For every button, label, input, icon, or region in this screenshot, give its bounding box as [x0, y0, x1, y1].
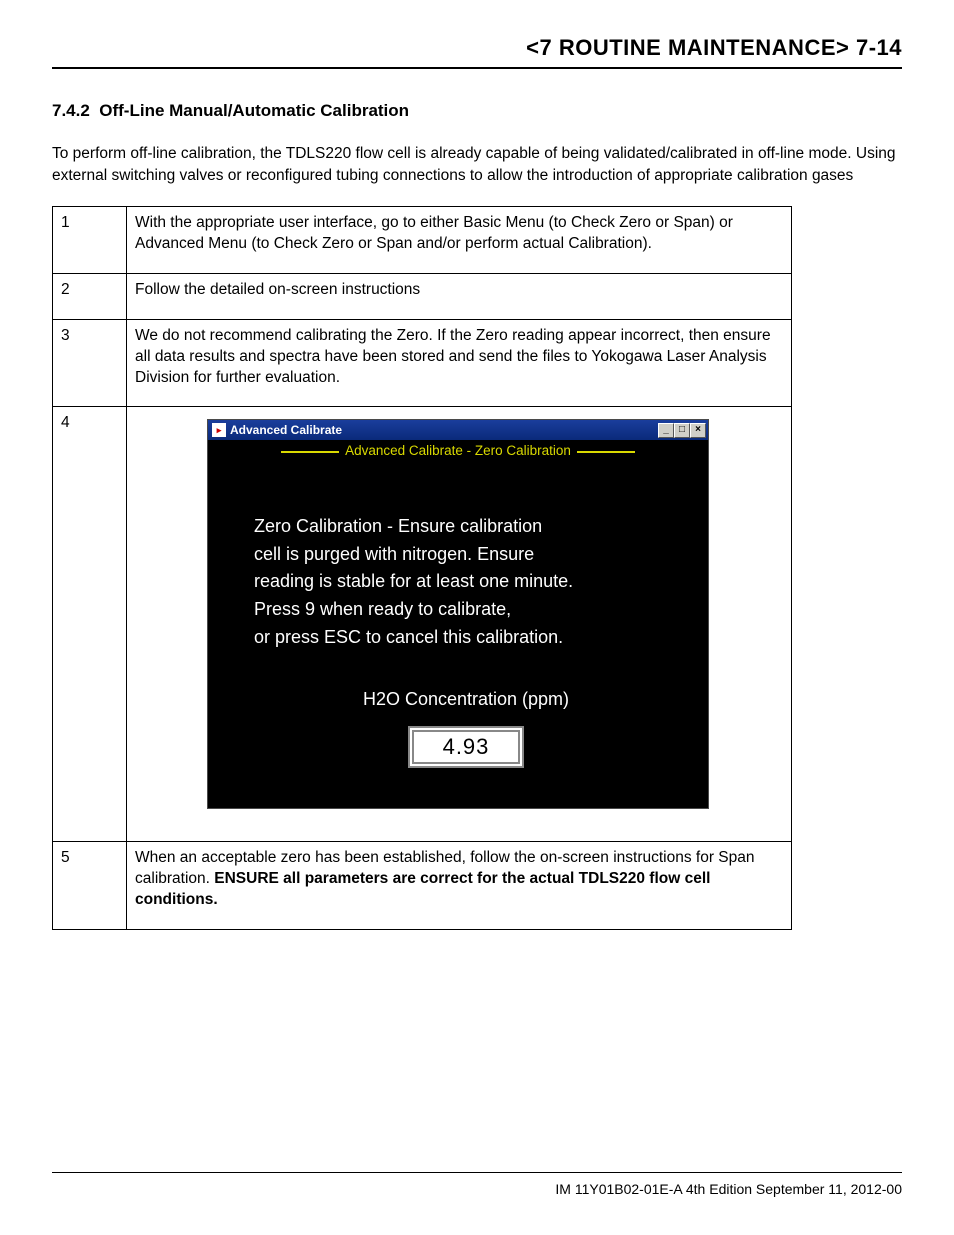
- table-row: 3 We do not recommend calibrating the Ze…: [53, 319, 792, 407]
- table-row: 5 When an acceptable zero has been estab…: [53, 842, 792, 930]
- step5-bold: ENSURE all parameters are correct for th…: [135, 870, 710, 908]
- body-line: Zero Calibration - Ensure calibration: [254, 513, 678, 541]
- step-number: 2: [53, 273, 127, 319]
- body-line: cell is purged with nitrogen. Ensure: [254, 541, 678, 569]
- steps-table: 1 With the appropriate user interface, g…: [52, 206, 792, 930]
- body-line: Press 9 when ready to calibrate,: [254, 596, 678, 624]
- window-subtitle-row: Advanced Calibrate - Zero Calibration: [212, 440, 704, 464]
- page-header: <7 ROUTINE MAINTENANCE> 7-14: [52, 35, 902, 69]
- step-number: 3: [53, 319, 127, 407]
- page-footer: IM 11Y01B02-01E-A 4th Edition September …: [52, 1172, 902, 1197]
- step-text: Follow the detailed on-screen instructio…: [127, 273, 792, 319]
- h2o-value-box: 4.93: [408, 726, 524, 768]
- body-line: reading is stable for at least one minut…: [254, 568, 678, 596]
- section-title: Off-Line Manual/Automatic Calibration: [99, 101, 409, 120]
- minimize-icon[interactable]: _: [658, 423, 674, 438]
- step-number: 4: [53, 407, 127, 842]
- app-window: ▸ Advanced Calibrate _ □ × Advanced Cali…: [207, 419, 709, 809]
- step-number: 1: [53, 206, 127, 273]
- step-text: With the appropriate user interface, go …: [127, 206, 792, 273]
- h2o-label: H2O Concentration (ppm): [254, 686, 678, 714]
- intro-paragraph: To perform off-line calibration, the TDL…: [52, 143, 902, 188]
- step-number: 5: [53, 842, 127, 930]
- subtitle-rule-right: [577, 451, 635, 453]
- subtitle-rule-left: [281, 451, 339, 453]
- window-titlebar: ▸ Advanced Calibrate _ □ ×: [208, 420, 708, 440]
- step-screenshot-cell: ▸ Advanced Calibrate _ □ × Advanced Cali…: [127, 407, 792, 842]
- body-line: or press ESC to cancel this calibration.: [254, 624, 678, 652]
- section-number: 7.4.2: [52, 101, 90, 120]
- step-text: We do not recommend calibrating the Zero…: [127, 319, 792, 407]
- table-row: 4 ▸ Advanced Calibrate _ □ × Advance: [53, 407, 792, 842]
- window-buttons: _ □ ×: [658, 423, 706, 438]
- window-title: Advanced Calibrate: [230, 422, 342, 438]
- table-row: 1 With the appropriate user interface, g…: [53, 206, 792, 273]
- app-icon: ▸: [212, 423, 226, 437]
- table-row: 2 Follow the detailed on-screen instruct…: [53, 273, 792, 319]
- maximize-icon[interactable]: □: [674, 423, 690, 438]
- step-text: When an acceptable zero has been establi…: [127, 842, 792, 930]
- window-body: Zero Calibration - Ensure calibration ce…: [208, 465, 708, 808]
- window-subtitle: Advanced Calibrate - Zero Calibration: [345, 442, 571, 460]
- close-icon[interactable]: ×: [690, 423, 706, 438]
- section-heading: 7.4.2 Off-Line Manual/Automatic Calibrat…: [52, 101, 902, 121]
